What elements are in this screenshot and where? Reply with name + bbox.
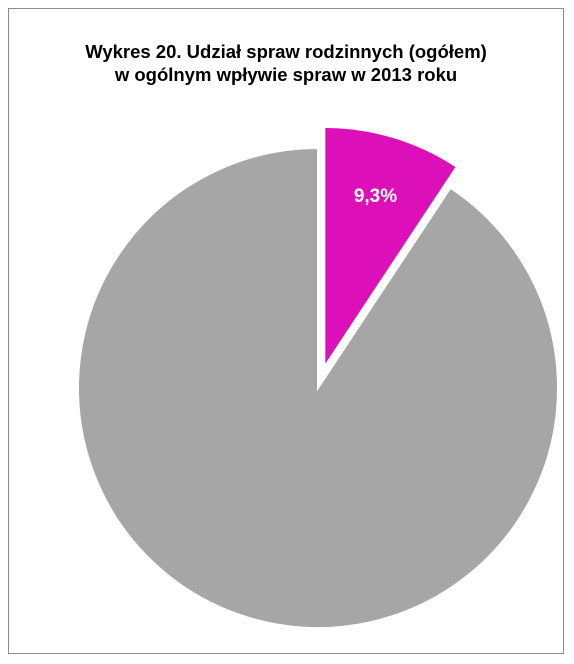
pie-slice-0 bbox=[323, 125, 459, 371]
pie-slices bbox=[77, 125, 559, 629]
pie-slice-1 bbox=[77, 146, 559, 629]
pie-labels: 9,3% bbox=[354, 186, 397, 207]
pie-slice-label-0: 9,3% bbox=[354, 186, 397, 207]
chart-title: Wykres 20. Udział spraw rodzinnych (ogół… bbox=[85, 41, 487, 62]
chart-title-block: Wykres 20. Udział spraw rodzinnych (ogół… bbox=[8, 40, 564, 86]
chart-subtitle: w ogólnym wpływie spraw w 2013 roku bbox=[114, 64, 458, 85]
